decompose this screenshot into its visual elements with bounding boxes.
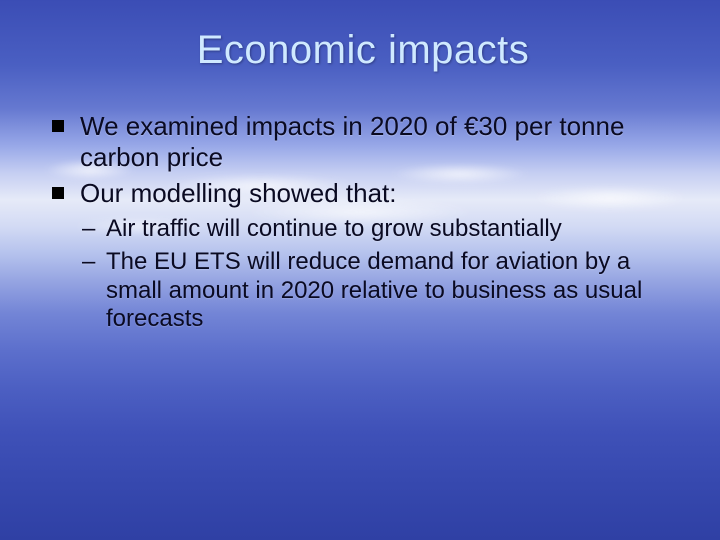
- slide: Economic impacts We examined impacts in …: [0, 0, 720, 540]
- bullet-text: Our modelling showed that:: [80, 178, 397, 208]
- slide-title: Economic impacts: [50, 28, 676, 73]
- sub-bullet-item: The EU ETS will reduce demand for aviati…: [80, 248, 676, 334]
- bullet-list: We examined impacts in 2020 of €30 per t…: [50, 111, 676, 334]
- bullet-item: We examined impacts in 2020 of €30 per t…: [50, 111, 676, 172]
- bullet-item: Our modelling showed that: Air traffic w…: [50, 178, 676, 334]
- bullet-text: We examined impacts in 2020 of €30 per t…: [80, 111, 624, 172]
- sub-bullet-text: The EU ETS will reduce demand for aviati…: [106, 248, 642, 333]
- sub-bullet-text: Air traffic will continue to grow substa…: [106, 215, 562, 242]
- sub-bullet-list: Air traffic will continue to grow substa…: [80, 215, 676, 334]
- sub-bullet-item: Air traffic will continue to grow substa…: [80, 215, 676, 244]
